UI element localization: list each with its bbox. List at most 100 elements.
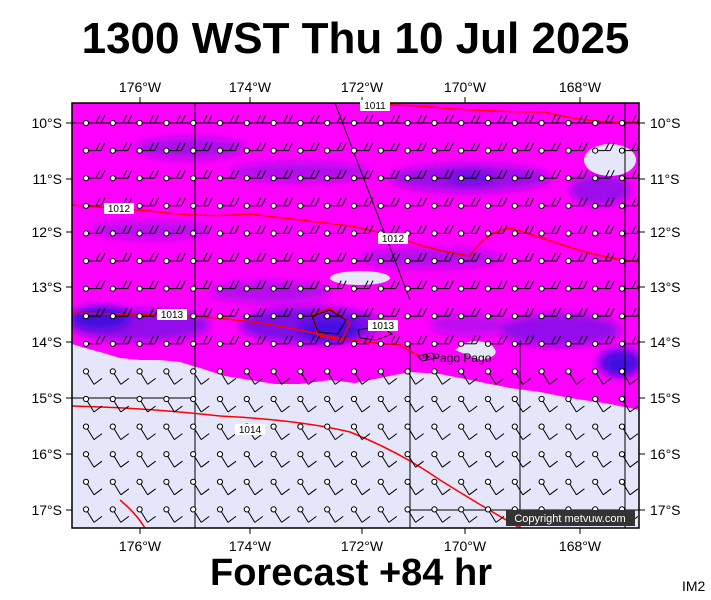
wind-barb-feather	[524, 169, 530, 179]
lon-label-bottom: 176°W	[119, 538, 162, 554]
wind-barb-feather	[582, 280, 588, 289]
wind-barb-feather	[415, 405, 424, 413]
wind-barb-feather	[308, 516, 317, 523]
wind-barb-feather	[631, 252, 637, 262]
wind-barb-station	[297, 478, 304, 485]
wind-barb-feather	[395, 307, 401, 317]
wind-barb-station	[216, 478, 224, 485]
wind-barb-station	[190, 175, 197, 182]
wind-barb-feather	[336, 307, 342, 317]
wind-barb-feather	[154, 280, 160, 289]
lat-label-left: 13°S	[31, 279, 62, 295]
wind-barb-feather	[100, 114, 106, 124]
wind-barb-station	[163, 506, 170, 513]
wind-barb-feather	[497, 197, 503, 207]
wind-barb-feather	[636, 173, 639, 179]
wind-barb-station	[243, 285, 250, 292]
wind-barb-station	[431, 147, 438, 154]
wind-barb-station	[592, 395, 599, 403]
wind-barb-feather	[100, 335, 106, 345]
wind-barb-station	[431, 285, 438, 292]
wind-barb-feather	[234, 225, 240, 234]
wind-barb-feather	[604, 142, 610, 151]
wind-barb-station	[484, 147, 492, 154]
lon-label-bottom: 174°W	[229, 538, 272, 554]
wind-barb-feather	[524, 335, 530, 345]
wind-barb-feather	[470, 197, 476, 207]
wind-barb-feather	[495, 433, 505, 441]
wind-barb-feather	[122, 307, 128, 317]
wind-barb-feather	[149, 307, 155, 317]
wind-barb-station	[618, 451, 626, 458]
wind-barb-station	[618, 257, 626, 265]
wind-barb-feather	[288, 114, 294, 124]
wind-barb-feather	[388, 377, 398, 385]
wind-barb-station	[297, 368, 304, 375]
wind-barb-feather	[175, 197, 181, 207]
wind-barb-feather	[341, 197, 347, 207]
wind-barb-station	[538, 285, 545, 292]
wind-barb-feather	[524, 142, 530, 151]
wind-barb-feather	[254, 488, 264, 496]
wind-barb-feather	[631, 169, 637, 179]
wind-barb-feather	[149, 280, 155, 289]
wind-barb-feather	[149, 197, 155, 207]
wind-barb-feather	[629, 377, 639, 385]
wind-barb-feather	[415, 377, 424, 385]
wind-barb-feather	[415, 433, 424, 441]
wind-barb-feather	[281, 488, 290, 496]
wind-barb-feather	[363, 252, 369, 262]
wind-barb-feather	[636, 283, 639, 289]
wind-barb-feather	[256, 252, 262, 262]
wind-barb-station	[82, 395, 90, 403]
wind-barb-feather	[636, 200, 639, 207]
wind-barb-feather	[497, 142, 503, 151]
wind-barb-feather	[336, 142, 342, 151]
wind-barb-feather	[154, 114, 160, 124]
lat-label-left: 16°S	[31, 446, 62, 462]
wind-barb-feather	[470, 225, 476, 234]
wind-barb-feather	[422, 252, 428, 262]
wind-barb-feather	[395, 197, 401, 207]
wind-barb-feather	[341, 142, 347, 151]
wind-barb-feather	[308, 460, 317, 468]
wind-barb-station	[538, 451, 545, 458]
wind-barb-feather	[363, 335, 369, 345]
wind-barb-station	[350, 147, 358, 154]
wind-barb-station	[592, 285, 599, 292]
wind-barb-feather	[147, 488, 156, 496]
wind-barb-feather	[577, 114, 583, 124]
wind-barb-feather	[443, 252, 449, 262]
wind-barb-feather	[334, 377, 344, 385]
wind-barb-feather	[122, 142, 128, 151]
wind-barb-feather	[309, 307, 315, 317]
wind-barb-feather	[336, 280, 342, 289]
lon-label-top: 168°W	[559, 79, 602, 95]
isobar-1014-south	[119, 499, 146, 528]
wind-barb-feather	[127, 252, 133, 262]
wind-barb-feather	[309, 280, 315, 289]
wind-barb-feather	[609, 142, 615, 151]
wind-barb-feather	[341, 280, 347, 289]
wind-barb-feather	[256, 169, 262, 179]
wind-barb-feather	[470, 114, 476, 124]
wind-barb-station	[324, 230, 331, 237]
wind-barb-station	[484, 285, 492, 292]
wind-barb-feather	[361, 405, 371, 413]
lat-label-right: 11°S	[650, 171, 679, 187]
wind-barb-station	[458, 478, 465, 485]
wind-barb-station	[216, 340, 224, 347]
wind-barb-feather	[468, 488, 478, 496]
wind-barb-feather	[234, 197, 240, 207]
wind-barb-feather	[551, 307, 557, 317]
wind-barb-station	[82, 119, 90, 127]
wind-barb-feather	[234, 335, 240, 345]
wind-barb-station	[484, 230, 492, 237]
wind-barb-feather	[336, 197, 342, 207]
wind-barb-feather	[442, 377, 451, 385]
wind-barb-station	[163, 423, 170, 430]
wind-barb-station	[377, 285, 384, 292]
wind-barb-station	[618, 395, 626, 403]
wind-barb-feather	[149, 169, 155, 179]
wind-barb-feather	[256, 307, 262, 317]
